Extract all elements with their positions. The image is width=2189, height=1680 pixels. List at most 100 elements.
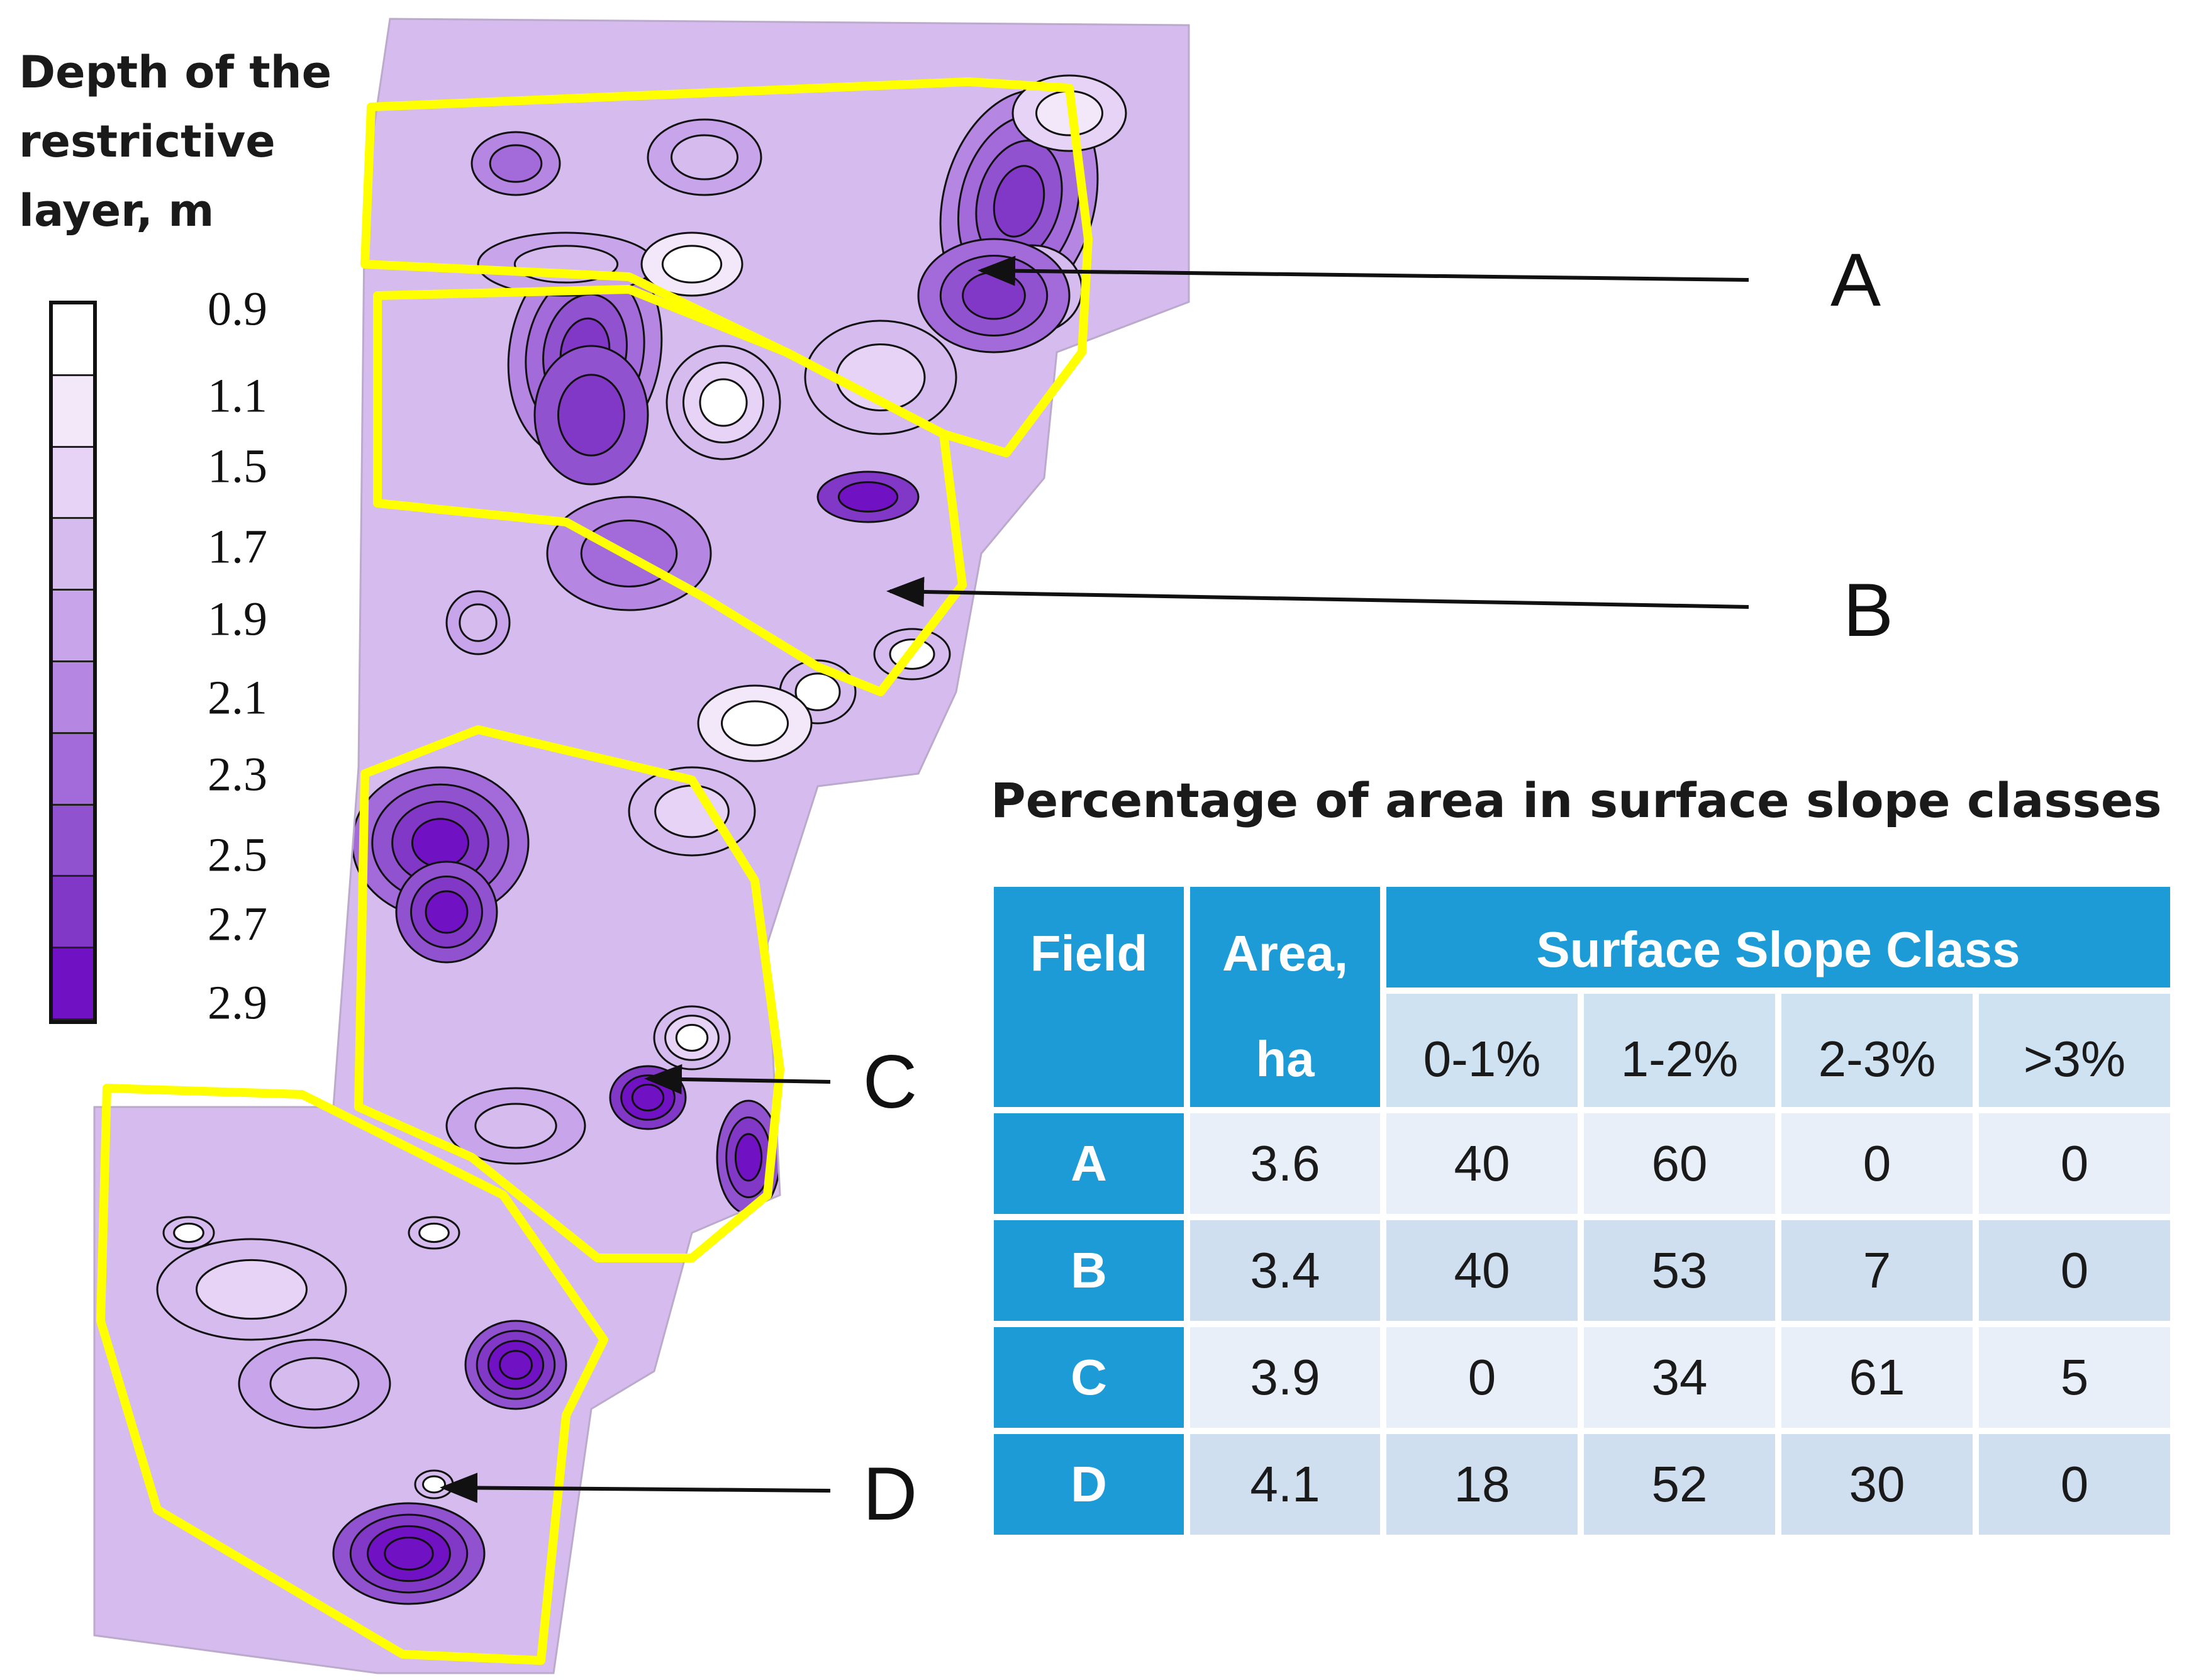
row-value: 30 [1778,1431,1976,1538]
depth-contour-ring [474,1103,557,1149]
legend-swatch [53,662,93,734]
field-boundary [93,18,1190,1674]
depth-contour-ring [269,1357,360,1411]
legend-tick-label: 1.7 [208,520,267,574]
legend-tick-label: 1.9 [208,592,267,646]
legend-tick-label: 0.9 [208,282,267,336]
legend-swatch [53,591,93,662]
row-value: 53 [1581,1217,1778,1324]
arrow-c [644,1064,831,1094]
row-value: 60 [1581,1110,1778,1217]
header-area: Area, ha [1187,884,1383,1110]
header-slope-class: >3% [1976,991,2173,1110]
depth-contour-ring [671,134,738,181]
zone-outline-a [360,77,1093,457]
header-field: Field [991,884,1187,1110]
depth-contour-ring [411,818,470,868]
row-area: 3.4 [1187,1217,1383,1324]
legend-title-line: layer, m [19,185,214,236]
row-value: 40 [1383,1217,1581,1324]
row-field-label: C [991,1324,1187,1431]
legend-tick-label: 1.1 [208,369,267,423]
callout-label-a: A [1830,238,1881,322]
depth-contour-ring [422,1475,446,1494]
depth-contour-ring [675,1023,709,1052]
legend-swatch [53,447,93,520]
row-value: 61 [1778,1324,1976,1431]
depth-contour-ring [489,144,543,183]
header-slope-class: 0-1% [1383,991,1581,1110]
legend-tick-label: 2.1 [208,671,267,725]
depth-contour-ring [425,890,469,934]
row-field-label: B [991,1217,1187,1324]
header-slope-class: 2-3% [1778,991,1976,1110]
depth-contour-ring [631,1083,665,1112]
row-area: 3.9 [1187,1324,1383,1431]
depth-contour-ring [837,481,899,513]
depth-contour-ring [993,165,1045,238]
depth-contour-ring [794,672,841,711]
header-area-line2: ha [1256,1031,1315,1087]
callout-label-b: B [1842,568,1894,652]
row-value: 52 [1581,1431,1778,1538]
row-field-label: A [991,1110,1187,1217]
legend-swatch [53,805,93,877]
arrow-a [978,255,1749,286]
row-area: 3.6 [1187,1110,1383,1217]
table-title: Percentage of area in surface slope clas… [991,772,2162,828]
depth-contour-ring [418,1222,450,1243]
arrow-b [886,576,1749,609]
legend-tick-label: 1.5 [208,440,267,493]
callout-label-c: C [862,1040,918,1124]
callout-label-d: D [862,1452,918,1536]
depth-contour-ring [734,1133,763,1182]
depth-contour-ring [661,245,723,284]
depth-contour-ring [459,603,498,642]
legend-swatch [53,375,93,448]
legend-color-bar [49,301,97,1024]
legend-swatch [53,304,93,376]
header-slope-class: 1-2% [1581,991,1778,1110]
row-value: 40 [1383,1110,1581,1217]
zone-outlines [96,77,1093,1665]
row-value: 0 [1778,1110,1976,1217]
row-area: 4.1 [1187,1431,1383,1538]
legend-tick-label: 2.3 [208,748,267,801]
row-value: 5 [1976,1324,2173,1431]
row-value: 0 [1976,1217,2173,1324]
row-value: 7 [1778,1217,1976,1324]
depth-contour-ring [654,784,730,838]
zone-outline-d [96,1084,608,1665]
row-value: 0 [1976,1431,2173,1538]
arrow-d [440,1472,831,1503]
depth-contour-ring [173,1222,204,1243]
zone-outline-c [354,725,784,1262]
row-value: 18 [1383,1431,1581,1538]
depth-contour-ring [721,700,789,747]
legend-swatch [53,948,93,1020]
row-value: 34 [1581,1324,1778,1431]
header-slope-group: Surface Slope Class [1383,884,2173,991]
legend-swatch [53,519,93,591]
depth-contour-ring [384,1537,434,1571]
legend-title-line: Depth of the [19,47,332,98]
legend-tick-label: 2.5 [208,828,267,882]
legend-title-line: restrictive [19,116,276,167]
depth-contour-ring [699,378,748,427]
row-field-label: D [991,1431,1187,1538]
legend-tick-label: 2.7 [208,898,267,951]
row-value: 0 [1976,1110,2173,1217]
legend-swatch [53,733,93,806]
legend-swatch [53,877,93,949]
depth-contour-ring [557,374,625,457]
depth-contour-ring [499,1350,533,1380]
row-value: 0 [1383,1324,1581,1431]
legend-title: Depth of the restrictive layer, m [19,38,371,245]
depth-contour-ring [196,1259,308,1320]
header-area-line1: Area, [1222,925,1349,981]
depth-contour-ring [962,271,1026,320]
slope-class-table: Field Area, ha Surface Slope Class 0-1% … [991,884,2173,1538]
zone-outline-b [373,285,967,696]
legend-tick-label: 2.9 [208,976,267,1030]
